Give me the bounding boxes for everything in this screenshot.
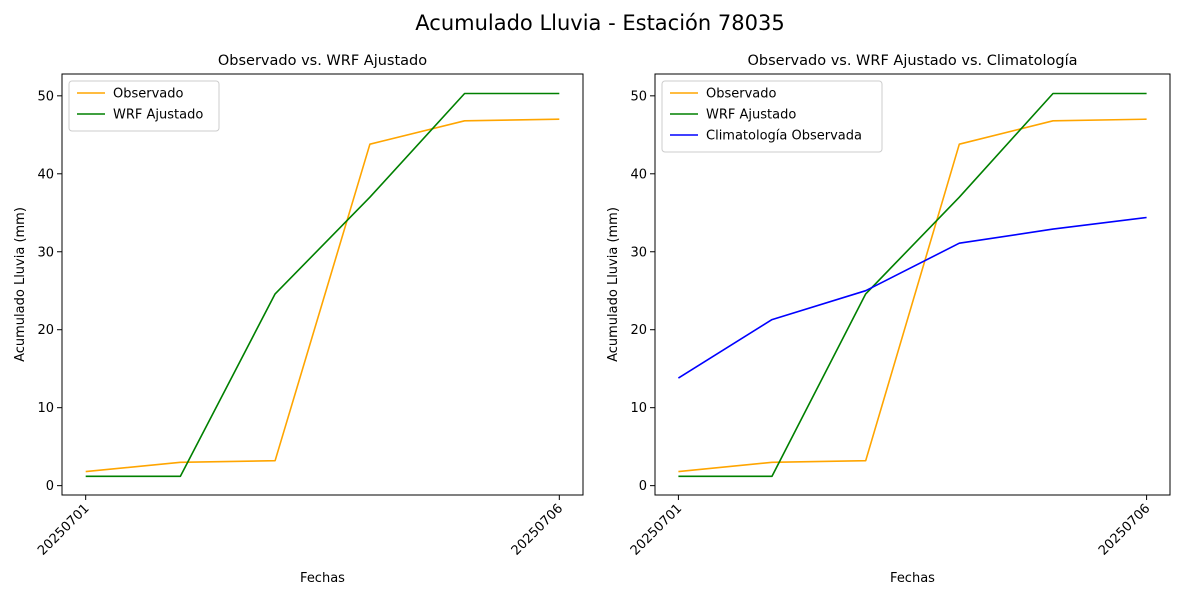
chart-title: Observado vs. WRF Ajustado bbox=[218, 53, 427, 69]
legend-entry: Climatología Observada bbox=[706, 129, 862, 144]
series-line-wrf-ajustado bbox=[85, 92, 560, 478]
legend: Observado WRF Ajustado Climatología Observ… bbox=[661, 80, 883, 153]
series-line-wrf-ajustado bbox=[678, 92, 1147, 478]
legend-entry: WRF Ajustado bbox=[706, 108, 796, 123]
y-tick-label: 10 bbox=[37, 401, 54, 416]
y-tick-label: 30 bbox=[630, 245, 647, 260]
y-tick-label: 20 bbox=[37, 323, 54, 338]
legend-entry: Observado bbox=[113, 87, 184, 102]
legend-entry: WRF Ajustado bbox=[113, 108, 203, 123]
legend-box bbox=[661, 80, 883, 153]
y-axis-label: Acumulado Lluvia (mm) bbox=[606, 207, 621, 362]
chart-title: Observado vs. WRF Ajustado vs. Climatolo… bbox=[748, 53, 1078, 69]
y-tick-label: 40 bbox=[630, 167, 647, 182]
chart-panel-2: Observado vs. WRF Ajustado vs. Climatolo… bbox=[606, 53, 1171, 586]
y-tick-label: 50 bbox=[37, 89, 54, 104]
axes-frame bbox=[654, 73, 1171, 496]
axes-frame bbox=[61, 73, 584, 496]
x-tick-label: 20250706 bbox=[1096, 501, 1153, 558]
series-line-observado bbox=[85, 118, 560, 473]
x-tick-label: 20250701 bbox=[628, 501, 685, 558]
legend-box bbox=[68, 80, 220, 132]
y-tick-label: 30 bbox=[37, 245, 54, 260]
y-tick-label: 0 bbox=[46, 479, 54, 494]
legend: Observado WRF Ajustado bbox=[68, 80, 220, 132]
y-tick-label: 40 bbox=[37, 167, 54, 182]
y-axis-label: Acumulado Lluvia (mm) bbox=[13, 207, 28, 362]
series-line-observado bbox=[678, 118, 1147, 473]
x-tick-label: 20250701 bbox=[35, 501, 92, 558]
legend-entry: Observado bbox=[706, 87, 777, 102]
chart-panel-1: Observado vs. WRF Ajustado 0 10 20 30 40 50 202… bbox=[13, 53, 584, 586]
x-tick-label: 20250706 bbox=[509, 501, 566, 558]
y-tick-label: 20 bbox=[630, 323, 647, 338]
series-line-climatolog-a-observada bbox=[677, 216, 1147, 379]
y-tick-label: 0 bbox=[639, 479, 647, 494]
x-axis-label: Fechas bbox=[300, 571, 345, 586]
y-tick-label: 50 bbox=[630, 89, 647, 104]
x-axis-label: Fechas bbox=[890, 571, 935, 586]
figure-title: Acumulado Lluvia - Estación 78035 bbox=[415, 11, 784, 35]
y-tick-label: 10 bbox=[630, 401, 647, 416]
